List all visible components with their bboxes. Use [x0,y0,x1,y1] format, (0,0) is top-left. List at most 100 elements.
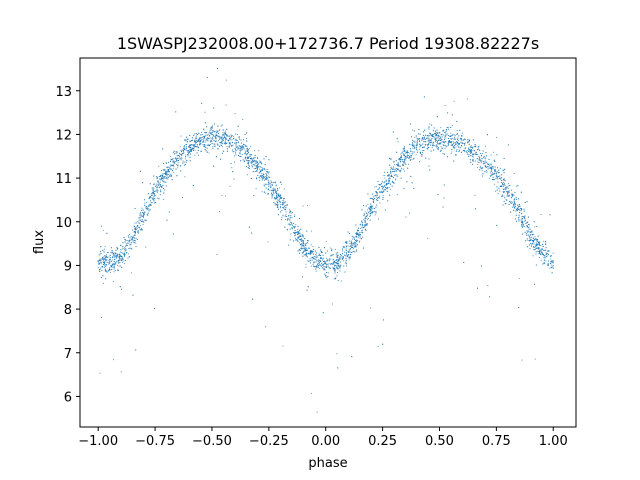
data-point [290,221,292,223]
data-point [105,265,107,267]
data-point [500,185,502,188]
data-point [356,235,358,237]
data-point [551,272,553,274]
data-point [480,154,482,156]
data-point [206,134,208,136]
data-point [410,157,412,159]
data-point [329,247,331,249]
data-point [300,240,302,242]
data-point [450,135,452,137]
data-point [545,242,547,244]
data-point [521,359,523,361]
data-point [187,150,189,152]
data-point [323,265,325,267]
data-point [214,131,216,133]
data-point [152,198,154,201]
data-point [306,230,308,232]
data-point [262,177,264,179]
data-point [293,240,295,242]
data-point [522,223,524,225]
data-point [315,261,317,263]
data-point [195,138,198,140]
data-point [387,182,390,184]
data-point [537,241,540,244]
data-point [135,349,137,351]
data-point [183,152,185,154]
data-point [524,201,526,203]
data-point [273,201,275,204]
data-point [377,194,379,196]
data-point [214,140,216,142]
data-point [217,148,219,150]
data-point [476,158,478,160]
data-point [109,254,111,256]
data-point [256,162,258,164]
data-point [153,200,155,202]
data-point [204,111,206,113]
data-point [489,167,491,170]
data-point [357,237,359,239]
data-point [162,173,164,175]
data-point [209,135,211,137]
data-point [326,250,328,252]
data-point [263,179,266,181]
data-point [446,112,448,114]
data-point [302,234,304,236]
data-point [439,143,441,145]
data-point [217,125,219,127]
data-point [526,231,528,233]
data-point [138,219,140,221]
data-point [429,123,431,125]
data-point [302,243,304,245]
data-point [348,240,350,242]
data-point [133,239,135,242]
data-point [130,272,133,274]
data-point [466,152,468,154]
data-point [106,270,108,272]
data-point [467,142,469,144]
data-point [428,142,430,144]
data-point [544,249,547,251]
data-point [354,242,356,244]
data-point [224,140,226,142]
data-point [502,184,504,186]
data-point [385,187,387,189]
data-point [540,214,542,216]
data-point [134,230,136,232]
data-point [493,179,495,181]
data-point [119,261,121,264]
data-point [185,143,187,145]
data-point [315,257,317,259]
data-point [305,244,307,247]
data-point [98,261,100,263]
data-point [447,143,449,145]
data-point [274,197,276,199]
data-point [144,204,146,207]
data-point [193,134,195,137]
data-point [495,178,497,180]
data-point [147,212,149,214]
data-point [351,252,353,254]
data-point [421,154,423,156]
data-point [514,203,516,205]
data-point [121,261,124,264]
data-point [139,216,141,218]
data-point [501,183,504,185]
data-point [431,124,433,126]
data-point [362,232,364,234]
data-point [337,259,339,261]
data-point [320,251,322,253]
data-point [529,237,531,239]
data-point [195,141,197,144]
data-point [519,211,521,213]
data-point [364,228,366,230]
data-point [340,280,342,282]
data-point [205,150,207,152]
data-point [323,247,325,249]
data-point [355,224,357,226]
data-point [151,192,153,194]
data-point [438,132,440,134]
data-point [380,190,383,192]
data-point [131,248,133,250]
data-point [297,240,299,242]
